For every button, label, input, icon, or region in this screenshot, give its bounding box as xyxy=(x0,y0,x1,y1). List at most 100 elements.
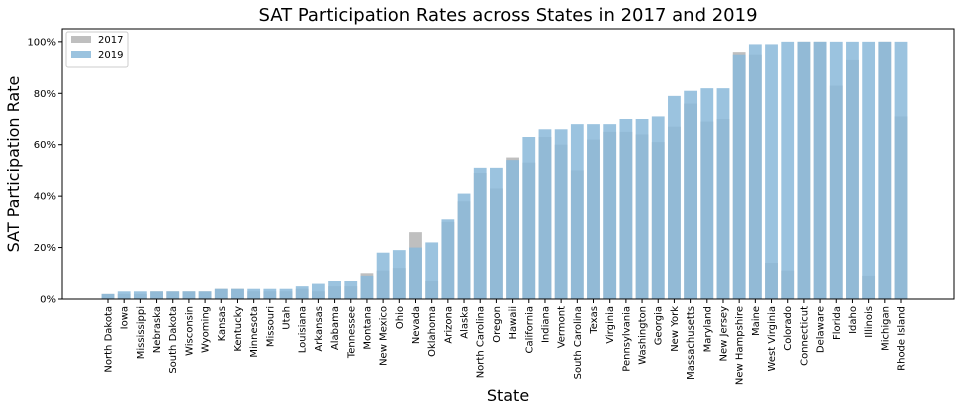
bar-2019 xyxy=(311,283,325,299)
plot-frame xyxy=(61,28,955,300)
x-tick-label: Arizona xyxy=(443,306,454,344)
bar-2019 xyxy=(813,41,827,300)
bar-2019 xyxy=(651,116,665,300)
x-tick-label: North Carolina xyxy=(476,306,487,378)
x-tick-label: Maryland xyxy=(702,306,713,352)
x-tick-label: Illinois xyxy=(864,306,875,338)
bar-2019 xyxy=(166,291,180,299)
x-tick-label: New Jersey xyxy=(718,306,729,362)
x-tick-label: Arkansas xyxy=(314,306,325,352)
legend: 2017 2019 xyxy=(65,31,129,68)
x-tick-label: South Dakota xyxy=(168,306,179,374)
bar-2019 xyxy=(506,160,519,299)
x-tick-label: Utah xyxy=(282,306,293,330)
y-tick-label: 80% xyxy=(34,89,56,100)
bar-2019 xyxy=(635,119,649,299)
x-tick-label: Nevada xyxy=(411,306,422,344)
bar-2019 xyxy=(765,44,778,300)
x-tick-label: California xyxy=(524,306,535,354)
legend-swatch-2019 xyxy=(71,51,91,58)
x-tick-label: Kentucky xyxy=(233,306,244,352)
x-tick-label: New Mexico xyxy=(379,306,390,366)
bar-2019 xyxy=(295,286,309,299)
legend-label-2019: 2019 xyxy=(98,50,123,61)
x-tick-label: Idaho xyxy=(848,306,859,334)
x-tick-label: Nebraska xyxy=(152,306,163,353)
x-tick-label: Iowa xyxy=(120,306,131,329)
bar-2019 xyxy=(668,95,681,299)
y-axis: 0% 20% 40% 60% 80% 100% xyxy=(27,37,62,306)
x-tick-label: Oregon xyxy=(492,306,503,343)
bar-2019 xyxy=(133,291,147,299)
y-tick-label: 100% xyxy=(27,37,56,48)
bar-2019 xyxy=(344,281,358,299)
bar-2019 xyxy=(214,288,228,299)
x-tick-label: West Virginia xyxy=(767,306,778,371)
bar-2019 xyxy=(409,247,422,299)
bar-2019 xyxy=(748,44,762,300)
bar-2019 xyxy=(150,291,163,299)
bar-2019 xyxy=(425,242,439,299)
bar-2019 xyxy=(376,252,390,299)
bar-2019 xyxy=(231,288,244,299)
x-tick-label: Rhode Island xyxy=(897,306,908,371)
x-tick-label: Louisiana xyxy=(298,306,309,353)
x-tick-label: Oklahoma xyxy=(427,306,438,357)
x-tick-label: North Dakota xyxy=(104,306,115,373)
bar-2019 xyxy=(538,129,552,299)
bar-2019 xyxy=(684,90,698,300)
x-tick-label: New York xyxy=(670,306,681,352)
bar-2019 xyxy=(862,41,876,300)
x-tick-label: Maine xyxy=(751,306,762,336)
bar-2019 xyxy=(117,291,131,299)
y-tick-label: 60% xyxy=(34,140,56,151)
x-tick-label: Kansas xyxy=(217,306,228,341)
x-tick-label: Tennessee xyxy=(346,306,357,359)
x-tick-label: Georgia xyxy=(654,306,665,345)
x-tick-label: Ohio xyxy=(395,306,406,329)
bar-2019 xyxy=(473,167,487,299)
bar-2019 xyxy=(554,129,568,299)
bar-2019 xyxy=(441,219,455,299)
bar-2019 xyxy=(360,275,374,299)
x-tick-label: Michigan xyxy=(880,306,891,351)
bar-2019 xyxy=(522,137,536,299)
bar-2019 xyxy=(247,288,261,299)
chart-title: SAT Participation Rates across States in… xyxy=(258,5,757,26)
x-tick-label: Montana xyxy=(362,306,373,350)
bar-2019 xyxy=(490,167,503,299)
bar-2019 xyxy=(829,41,843,300)
bar-2019 xyxy=(587,124,600,299)
bar-2019 xyxy=(263,288,277,299)
y-tick-label: 0% xyxy=(40,295,56,306)
bar-2019 xyxy=(570,124,584,299)
x-tick-label: Indiana xyxy=(540,306,551,343)
bar-2019 xyxy=(392,250,406,299)
bar-2019 xyxy=(700,88,714,299)
y-tick-label: 40% xyxy=(34,192,56,203)
x-tick-label: Florida xyxy=(832,306,843,340)
bar-2019 xyxy=(894,41,908,300)
x-tick-label: Minnesota xyxy=(249,306,260,358)
x-tick-label: Washington xyxy=(638,306,649,365)
bar-2019 xyxy=(198,291,212,299)
x-tick-label: Vermont xyxy=(557,306,568,348)
legend-swatch-2017 xyxy=(71,36,91,43)
x-tick-label: South Carolina xyxy=(573,306,584,379)
bar-2019 xyxy=(101,293,115,299)
bar-2019 xyxy=(457,193,471,299)
bar-2019 xyxy=(846,41,859,300)
x-tick-label: Missouri xyxy=(265,306,276,347)
x-tick-label: Alabama xyxy=(330,306,341,350)
x-tick-label: Massachusetts xyxy=(686,306,697,380)
x-axis: North Dakota Iowa Mississippi Nebraska South… xyxy=(104,299,908,385)
bar-2019 xyxy=(716,88,730,299)
x-tick-label: Wyoming xyxy=(201,306,212,353)
bar-2019 xyxy=(182,291,196,299)
x-tick-label: Pennsylvania xyxy=(621,306,632,372)
bars-group xyxy=(101,41,908,300)
bar-2019 xyxy=(279,288,293,299)
bar-2019 xyxy=(797,41,811,300)
y-axis-label: SAT Participation Rate xyxy=(4,76,23,253)
